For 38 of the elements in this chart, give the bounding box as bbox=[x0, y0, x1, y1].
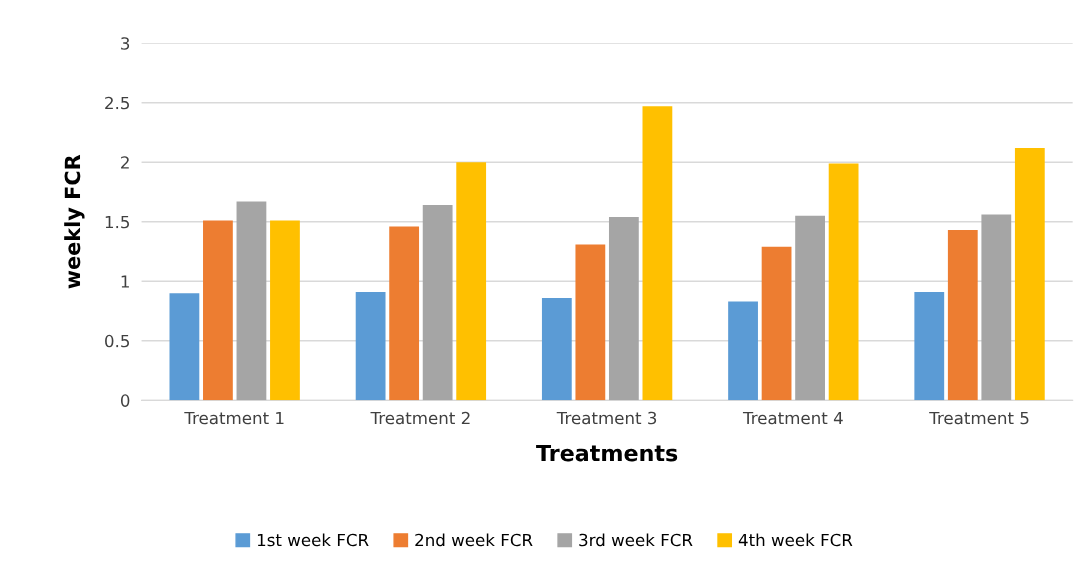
y-tick-label: 1.5 bbox=[105, 215, 129, 229]
y-tick-label: 2.5 bbox=[105, 96, 129, 110]
legend-label: 3rd week FCR bbox=[579, 533, 693, 547]
legend-label: 2nd week FCR bbox=[415, 533, 533, 547]
legend-label: 1st week FCR bbox=[257, 533, 369, 547]
bar bbox=[795, 215, 825, 401]
bar bbox=[608, 217, 639, 401]
x-tick-label: Treatment 3 bbox=[556, 411, 657, 425]
y-tick-label: 0.5 bbox=[105, 334, 129, 348]
x-tick-label: Treatment 1 bbox=[184, 411, 284, 425]
y-tick-label: 2 bbox=[121, 156, 129, 169]
y-axis-title: weekly FCR bbox=[64, 154, 85, 289]
x-tick-label: Treatment 2 bbox=[370, 411, 470, 425]
bar bbox=[236, 201, 267, 401]
bar bbox=[422, 205, 453, 401]
bar bbox=[914, 291, 945, 401]
bar bbox=[203, 220, 233, 401]
bar bbox=[355, 291, 386, 401]
bar bbox=[575, 244, 606, 401]
bar bbox=[541, 297, 572, 401]
bar bbox=[761, 246, 792, 401]
bar bbox=[828, 163, 859, 401]
x-axis-title: Treatments bbox=[536, 444, 678, 462]
bar bbox=[169, 293, 200, 401]
y-tick-label: 0 bbox=[120, 394, 130, 407]
bar bbox=[270, 220, 300, 401]
bar bbox=[981, 214, 1012, 401]
y-tick-label: 1 bbox=[121, 275, 129, 288]
bar bbox=[456, 162, 487, 401]
bar bbox=[389, 226, 420, 401]
bar bbox=[728, 301, 758, 401]
x-tick-label: Treatment 5 bbox=[929, 411, 1029, 425]
bar bbox=[642, 106, 673, 401]
bar bbox=[1014, 147, 1045, 401]
bar bbox=[947, 230, 978, 401]
y-tick-label: 3 bbox=[121, 37, 130, 50]
legend-label: 4th week FCR bbox=[738, 533, 853, 547]
x-tick-label: Treatment 4 bbox=[742, 411, 843, 425]
